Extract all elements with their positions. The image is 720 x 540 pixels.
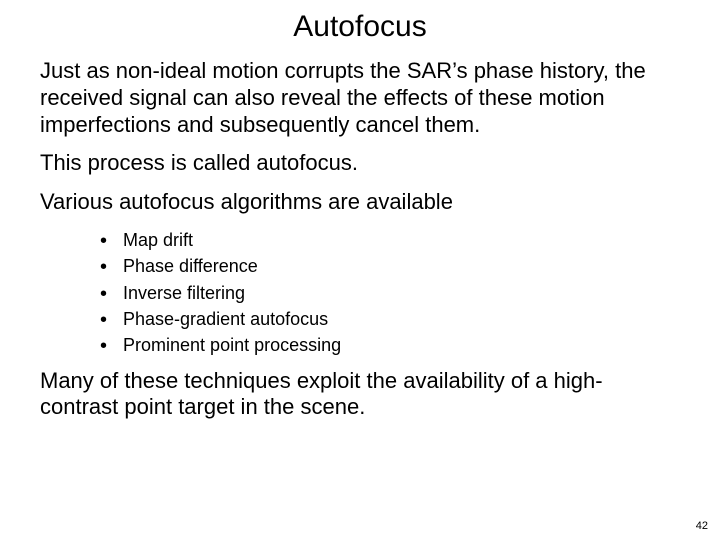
paragraph-1: Just as non-ideal motion corrupts the SA…: [40, 58, 680, 138]
bullet-icon: •: [100, 257, 123, 277]
list-item-label: Prominent point processing: [123, 333, 341, 357]
slide: Autofocus Just as non-ideal motion corru…: [0, 0, 720, 540]
slide-title: Autofocus: [0, 0, 720, 50]
list-item-label: Phase difference: [123, 254, 258, 278]
list-item: • Prominent point processing: [100, 333, 680, 357]
bullet-icon: •: [100, 284, 123, 304]
list-item-label: Map drift: [123, 228, 193, 252]
list-item: • Map drift: [100, 228, 680, 252]
list-item: • Phase difference: [100, 254, 680, 278]
page-number: 42: [696, 520, 708, 532]
bullet-icon: •: [100, 231, 123, 251]
bullet-icon: •: [100, 310, 123, 330]
list-item: • Phase-gradient autofocus: [100, 307, 680, 331]
bullet-icon: •: [100, 336, 123, 356]
list-item-label: Phase-gradient autofocus: [123, 307, 328, 331]
bullet-list: • Map drift • Phase difference • Inverse…: [40, 228, 680, 357]
paragraph-3: Various autofocus algorithms are availab…: [40, 189, 680, 216]
paragraph-4: Many of these techniques exploit the ava…: [40, 368, 680, 422]
list-item: • Inverse filtering: [100, 281, 680, 305]
paragraph-2: This process is called autofocus.: [40, 150, 680, 177]
list-item-label: Inverse filtering: [123, 281, 245, 305]
slide-body: Just as non-ideal motion corrupts the SA…: [0, 58, 720, 421]
